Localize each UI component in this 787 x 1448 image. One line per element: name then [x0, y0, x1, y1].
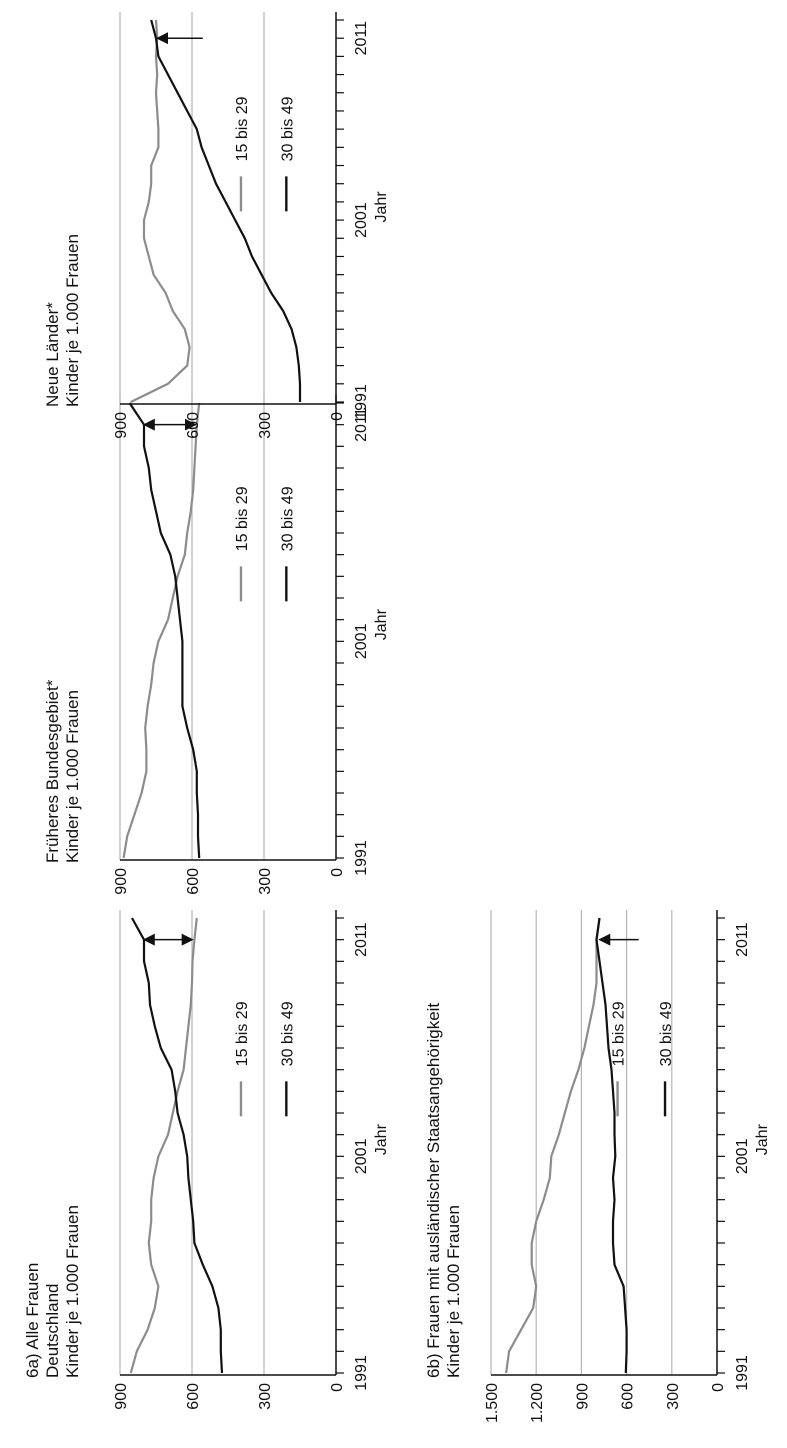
legend-label-15_29: 15 bis 29 [234, 486, 251, 551]
year-tick-label: 2011 [353, 21, 370, 56]
series-line-30_49 [128, 402, 201, 859]
year-tick-label: 2001 [734, 1138, 751, 1174]
value-tick-label: 900 [113, 868, 130, 895]
value-tick-label: 600 [185, 412, 202, 439]
value-tick-label: 1.500 [484, 1383, 501, 1423]
year-tick-label: 2011 [353, 922, 370, 957]
value-tick-label: 300 [665, 1383, 682, 1410]
legend-label-15_29: 15 bis 29 [234, 96, 251, 161]
value-tick-label: 0 [710, 1383, 727, 1392]
year-tick-label: 1991 [353, 840, 370, 876]
value-tick-label: 0 [329, 868, 346, 877]
value-tick-label: 0 [329, 1383, 346, 1392]
chart-west: 0 300 600 900 1991 2001 2011 Jahr Früheres Bunde… [43, 395, 390, 895]
value-tick-label: 900 [113, 1383, 130, 1410]
value-tick-label: 600 [185, 868, 202, 895]
chart-title: 6b) Frauen mit ausländischer Staatsangeh… [424, 1003, 443, 1378]
series-line-15_29 [505, 917, 601, 1374]
chart-title: Früheres Bundesgebiet* [43, 679, 62, 863]
series-line-30_49 [150, 19, 302, 402]
legend-label-30_49: 30 bis 49 [279, 1001, 296, 1066]
chart-ost: 0 300 600 900 1991 2001 2011 Jahr Neue Länder* Ki… [43, 12, 390, 439]
chart-subtitle: Deutschland [43, 1283, 62, 1378]
value-tick-label: 1.200 [529, 1383, 546, 1423]
year-tick-label: 2011 [353, 407, 370, 442]
value-tick-label: 300 [257, 1383, 274, 1410]
value-tick-label: 600 [185, 1383, 202, 1410]
year-tick-label: 1991 [353, 1355, 370, 1391]
value-tick-label: 900 [113, 412, 130, 439]
value-tick-label: 900 [574, 1383, 591, 1410]
value-tick-label: 600 [620, 1383, 637, 1410]
x-axis-title: Jahr [373, 191, 390, 223]
chart-title: Neue Länder* [43, 302, 62, 407]
series-line-15_29 [130, 19, 191, 403]
y-axis-title: Kinder je 1.000 Frauen [63, 690, 82, 863]
legend-label-30_49: 30 bis 49 [279, 486, 296, 551]
chart-title: 6a) Alle Frauen [23, 1263, 42, 1378]
value-tick-label: 300 [257, 412, 274, 439]
year-tick-label: 1991 [734, 1355, 751, 1391]
y-axis-title: Kinder je 1.000 Frauen [444, 1205, 463, 1378]
year-tick-label: 2011 [734, 922, 751, 957]
year-tick-label: 1991 [353, 384, 370, 420]
y-axis-title: Kinder je 1.000 Frauen [63, 234, 82, 407]
charts-root: 0 300 600 900 1991 2001 2011 Jahr 6a) Alle Fraue… [23, 12, 771, 1423]
x-axis-title: Jahr [754, 1123, 771, 1155]
chart-6a: 0 300 600 900 1991 2001 2011 Jahr 6a) Alle Fraue… [23, 910, 390, 1410]
legend-label-30_49: 30 bis 49 [658, 1001, 675, 1066]
legend-label-15_29: 15 bis 29 [234, 1001, 251, 1066]
year-tick-label: 2001 [353, 1138, 370, 1174]
year-tick-label: 2001 [353, 623, 370, 659]
value-tick-label: 0 [329, 412, 346, 421]
legend-label-30_49: 30 bis 49 [279, 96, 296, 161]
value-tick-label: 300 [257, 868, 274, 895]
legend-label-15_29: 15 bis 29 [611, 1001, 628, 1066]
series-line-30_49 [131, 917, 224, 1374]
y-axis-title: Kinder je 1.000 Frauen [63, 1205, 82, 1378]
series-line-15_29 [129, 917, 198, 1374]
x-axis-title: Jahr [373, 1123, 390, 1155]
series-line-30_49 [595, 917, 628, 1374]
chart-6b: 0 300 600 900 1.200 1.500 1991 2001 2011 Jahr 6b) … [424, 910, 771, 1423]
series-line-15_29 [122, 402, 201, 859]
year-tick-label: 2001 [353, 202, 370, 238]
x-axis-title: Jahr [373, 608, 390, 640]
